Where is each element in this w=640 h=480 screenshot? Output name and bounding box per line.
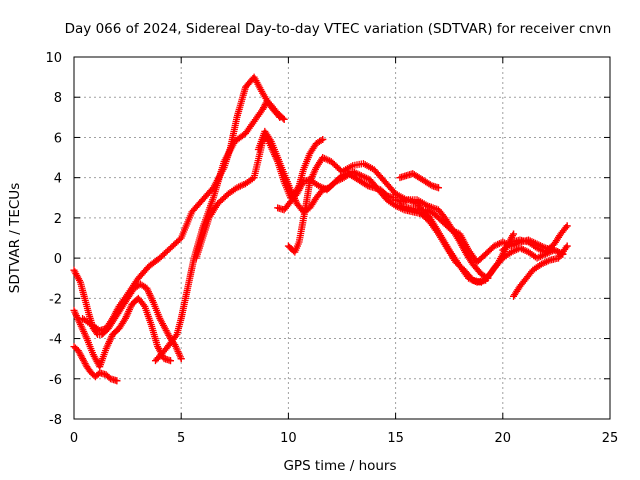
data-point [510, 230, 518, 238]
series-track-a [70, 343, 121, 385]
data-point [172, 332, 180, 340]
y-tick-label: -2 [49, 292, 62, 307]
series-track-k [396, 170, 442, 192]
x-tick-label: 15 [387, 431, 404, 446]
data-point [279, 114, 287, 122]
x-tick-label: 0 [70, 431, 78, 446]
data-point [280, 115, 288, 123]
y-tick-label: 6 [54, 131, 62, 146]
series-track-l [510, 242, 571, 300]
y-tick-label: 0 [54, 252, 62, 267]
grid-lines [74, 57, 610, 419]
y-tick-label: 4 [54, 172, 62, 187]
chart-title: Day 066 of 2024, Sidereal Day-to-day VTE… [65, 21, 612, 37]
data-point [166, 357, 174, 365]
x-ticks: 0 5 10 15 20 25 [70, 57, 618, 446]
series-track-m [499, 222, 571, 256]
x-tick-label: 10 [280, 431, 297, 446]
data-point [562, 224, 570, 232]
x-axis-label: GPS time / hours [283, 458, 396, 474]
data-point [563, 222, 571, 230]
y-tick-label: -8 [49, 413, 62, 428]
y-ticks: -8 -6 -4 -2 0 2 4 6 8 10 [45, 51, 610, 428]
x-tick-label: 5 [177, 431, 185, 446]
data-point [266, 136, 274, 144]
x-tick-label: 20 [495, 431, 512, 446]
data-point [139, 301, 147, 309]
data-point [319, 135, 327, 143]
y-tick-label: -6 [49, 373, 62, 388]
y-tick-label: 10 [45, 51, 62, 66]
series-track-c [70, 294, 174, 371]
y-axis-label: SDTVAR / TECUs [7, 183, 23, 293]
plot-frame [73, 56, 611, 420]
data-point [317, 136, 325, 144]
data-point [434, 184, 442, 192]
y-tick-label: 8 [54, 91, 62, 106]
y-tick-label: -4 [49, 333, 62, 348]
data-points [70, 73, 571, 385]
data-point [362, 181, 370, 189]
data-point [177, 355, 185, 363]
data-point [389, 194, 397, 202]
data-point [426, 181, 434, 189]
data-point [563, 242, 571, 250]
x-tick-label: 25 [602, 431, 619, 446]
series-track-n [254, 127, 397, 216]
data-point [113, 377, 121, 385]
y-tick-label: 2 [54, 212, 62, 227]
